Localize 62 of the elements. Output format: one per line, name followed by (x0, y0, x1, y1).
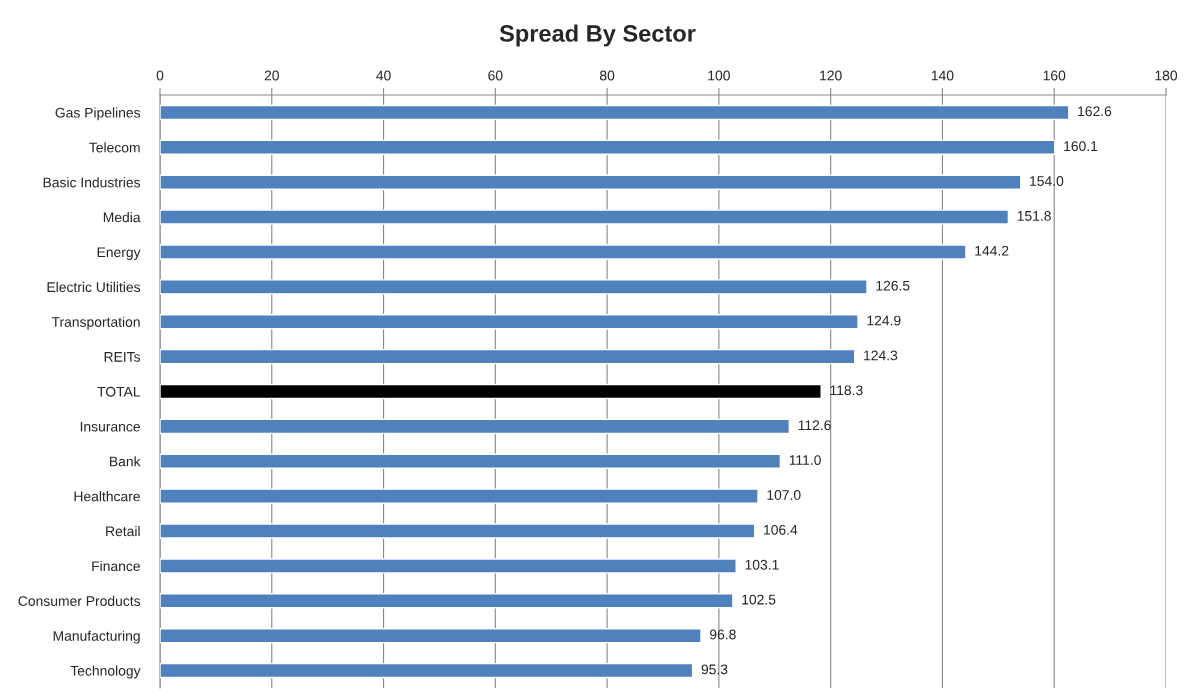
data-label: 106.4 (764, 524, 798, 535)
data-label: 95.3 (701, 664, 728, 675)
x-tick-label: 160 (1043, 70, 1066, 81)
bar (160, 418, 791, 435)
bar (160, 453, 782, 469)
data-label: 160.1 (1064, 141, 1098, 152)
data-label: 111.0 (789, 455, 821, 465)
y-tick-label: Electric Utilities (47, 281, 141, 293)
x-tick-label: 140 (931, 70, 954, 81)
data-label: 144.2 (975, 245, 1009, 256)
data-label: 107.0 (767, 490, 801, 500)
bar (160, 314, 859, 330)
data-label: 102.5 (742, 594, 776, 605)
y-tick-label: Basic Industries (43, 177, 141, 188)
x-tick-label: 60 (488, 70, 503, 81)
y-tick-label: Insurance (80, 421, 140, 432)
x-tick-label: 0 (156, 70, 164, 81)
data-label: 118.3 (830, 385, 863, 396)
y-tick-label: REITs (104, 352, 141, 362)
bar (160, 628, 702, 644)
y-tick-label: Manufacturing (53, 630, 140, 644)
bar (160, 383, 822, 400)
data-label: 96.8 (709, 629, 736, 640)
y-tick-label: Retail (106, 526, 140, 537)
y-tick-label: Bank (110, 456, 141, 467)
data-label: 103.1 (745, 559, 779, 570)
bar (160, 488, 759, 504)
y-tick-label: Finance (92, 560, 140, 572)
y-tick-label: Telecom (89, 142, 140, 153)
data-label: 124.3 (864, 350, 898, 361)
x-tick-label: 180 (1155, 70, 1178, 81)
bar (160, 348, 856, 365)
x-tick-label: 20 (264, 70, 279, 81)
chart-title: Spread By Sector (499, 24, 696, 47)
bar (160, 244, 967, 260)
data-label: 112.6 (798, 420, 831, 431)
x-tick-label: 80 (599, 70, 615, 81)
bar (160, 104, 1070, 121)
y-tick-label: Gas Pipelines (55, 107, 141, 121)
bar (160, 558, 737, 574)
y-tick-label: Consumer Products (18, 595, 141, 606)
y-tick-label: Media (103, 212, 141, 223)
bar (160, 174, 1022, 190)
y-tick-label: TOTAL (97, 386, 141, 397)
x-tick-label: 120 (820, 70, 842, 81)
y-tick-label: Technology (70, 665, 141, 679)
x-tick-label: 40 (376, 70, 391, 81)
data-label: 162.6 (1078, 106, 1112, 117)
data-label: 154.0 (1030, 176, 1064, 186)
y-tick-label: Transportation (51, 316, 140, 330)
bar (160, 662, 694, 679)
bar (160, 523, 756, 539)
data-label: 126.5 (876, 280, 910, 291)
bar (160, 209, 1010, 225)
data-label: 151.8 (1017, 210, 1051, 221)
bar (160, 593, 734, 609)
bar (160, 139, 1056, 155)
x-tick-label: 100 (708, 70, 730, 81)
y-tick-label: Healthcare (74, 491, 140, 502)
bar (160, 279, 868, 295)
y-tick-label: Energy (97, 247, 141, 260)
data-label: 124.9 (867, 315, 901, 326)
